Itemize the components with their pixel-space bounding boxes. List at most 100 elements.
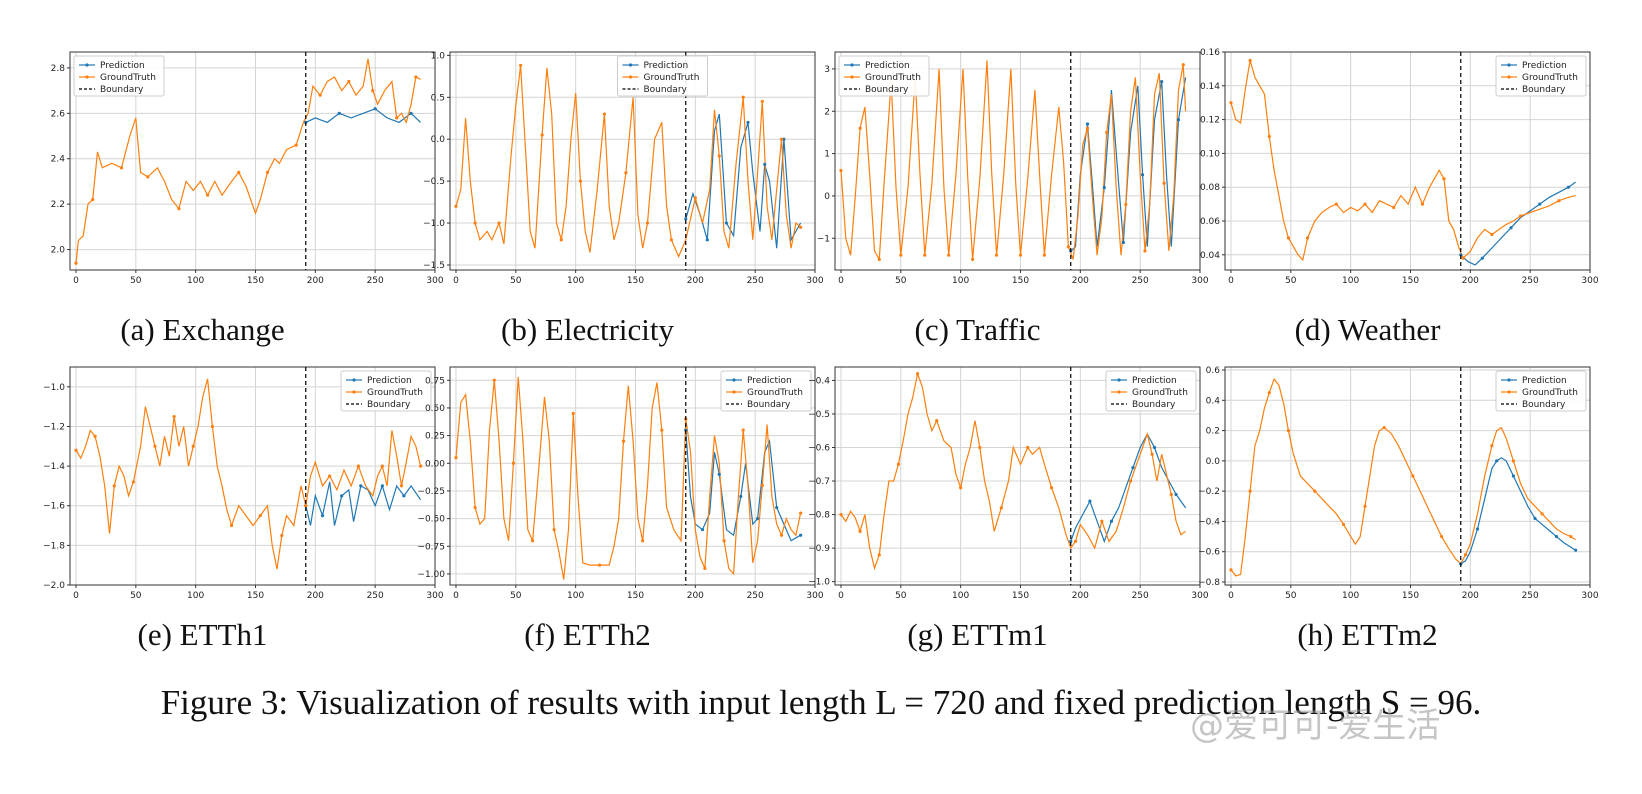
prediction-point	[1538, 202, 1542, 206]
groundtruth-point	[131, 480, 136, 484]
groundtruth-line	[455, 376, 802, 580]
groundtruth-point	[1085, 126, 1090, 130]
y-tick-label: −0.8	[1198, 578, 1220, 588]
groundtruth-point	[210, 424, 215, 429]
x-tick-label: 300	[1191, 276, 1208, 286]
y-tick-label: 0.06	[1200, 217, 1220, 227]
groundtruth-point	[899, 253, 903, 257]
groundtruth-line	[1230, 377, 1576, 577]
plot-frame	[69, 366, 436, 586]
groundtruth-point	[959, 486, 963, 490]
groundtruth-point	[896, 462, 901, 466]
legend-label: GroundTruth	[367, 388, 423, 398]
groundtruth-point	[206, 193, 210, 197]
y-tick-label: −1.0	[423, 219, 445, 229]
chart-etth1: 0 50 100 150 200 250 300 −2.0 −1.8 −1.6 −1.4 −1.2 −1…	[40, 355, 445, 615]
chart-ettm1: 0 50 100 150 200 250 300 −1.0 −0.9 −0.8 −0.7 −0.6 −0…	[805, 355, 1210, 615]
legend-box	[617, 55, 708, 97]
legend: Prediction GroundTruth Boundary	[1495, 370, 1587, 412]
series-group	[1229, 58, 1576, 266]
x-tick-label: 300	[1191, 591, 1208, 601]
y-tick-label: −1.5	[423, 261, 445, 271]
legend-label: Boundary	[367, 400, 411, 410]
groundtruth-point	[641, 539, 645, 543]
groundtruth-point	[318, 93, 322, 97]
x-tick-label: 300	[1581, 591, 1598, 601]
chart-traffic-svg: 0 50 100 150 200 250 300 −1 0 1 2 3 Prediction Ground…	[817, 51, 1209, 286]
legend-label: Prediction	[367, 376, 412, 386]
y-tick-label: 3	[824, 65, 830, 75]
prediction-point	[373, 107, 377, 111]
groundtruth-point	[760, 99, 764, 104]
x-tick-label: 200	[1072, 591, 1089, 601]
groundtruth-point	[540, 133, 544, 137]
x-tick-label: 150	[247, 591, 264, 601]
x-tick-label: 150	[247, 276, 264, 286]
groundtruth-point	[177, 207, 181, 211]
groundtruth-point	[779, 533, 784, 537]
chart-electricity: 0 50 100 150 200 250 300 −1.5 −1.0 −0.5 0.0 0.5 1.0 P…	[420, 40, 825, 300]
legend-label: Prediction	[1522, 61, 1567, 71]
caption-weather: (d) Weather	[1294, 312, 1441, 347]
y-tick-label: −0.8	[808, 511, 830, 521]
legend-label: Boundary	[865, 85, 909, 95]
y-tick-label: −0.5	[808, 410, 830, 420]
groundtruth-line	[840, 60, 1187, 262]
groundtruth-point	[304, 504, 308, 508]
groundtruth-point	[1382, 425, 1386, 430]
groundtruth-point	[1440, 534, 1444, 539]
y-tick-label: 0.5	[431, 93, 445, 103]
groundtruth-point	[1490, 232, 1494, 237]
legend: Prediction GroundTruth Boundary	[720, 370, 812, 412]
x-tick-label: 200	[1072, 276, 1089, 286]
y-tick-label: 2.6	[51, 109, 66, 119]
y-tick-label: 0.10	[1200, 149, 1220, 159]
groundtruth-point	[1557, 199, 1561, 203]
groundtruth-point	[473, 221, 477, 225]
groundtruth-point	[74, 261, 78, 265]
x-tick-label: 250	[1132, 276, 1149, 286]
prediction-line	[305, 108, 422, 124]
prediction-point	[1088, 499, 1092, 503]
legend-marker	[85, 63, 89, 67]
series-group	[454, 376, 803, 580]
prediction-point	[724, 221, 729, 225]
legend-label: Boundary	[1132, 400, 1176, 410]
chart-etth2: 0 50 100 150 200 250 300 −1.00 −0.75 −0.50 −0.25 0.…	[417, 355, 825, 615]
legend-label: Boundary	[747, 400, 791, 410]
prediction-point	[1574, 548, 1578, 552]
groundtruth-point	[799, 225, 803, 229]
groundtruth-point	[519, 63, 523, 68]
groundtruth-point	[1229, 101, 1233, 105]
groundtruth-point	[1050, 486, 1054, 490]
prediction-point	[1160, 80, 1164, 84]
groundtruth-point	[1162, 181, 1166, 185]
x-tick-label: 0	[838, 591, 844, 601]
legend-label: GroundTruth	[747, 388, 803, 398]
legend-label: Boundary	[100, 85, 144, 95]
groundtruth-point	[760, 483, 764, 488]
y-tick-label: −1.4	[43, 462, 65, 472]
groundtruth-point	[1124, 202, 1128, 206]
x-tick-label: 250	[747, 276, 764, 286]
legend-box	[340, 370, 432, 412]
groundtruth-point	[74, 448, 78, 452]
groundtruth-point	[356, 464, 361, 468]
groundtruth-point	[779, 137, 784, 141]
x-tick-label: 50	[130, 591, 142, 601]
figure-caption: Figure 3: Visualization of results with …	[160, 683, 1482, 722]
groundtruth-point	[1392, 205, 1396, 210]
x-tick-label: 300	[1581, 276, 1598, 286]
groundtruth-point	[578, 179, 583, 183]
prediction-point	[1152, 445, 1157, 450]
prediction-point	[1566, 185, 1571, 189]
x-tick-label: 100	[1342, 591, 1359, 601]
legend-marker	[850, 75, 854, 79]
prediction-point	[1131, 466, 1135, 470]
legend-box	[838, 55, 930, 97]
groundtruth-point	[146, 175, 150, 179]
chart-traffic: 0 50 100 150 200 250 300 −1 0 1 2 3 Prediction Ground…	[805, 40, 1210, 300]
x-tick-label: 0	[73, 591, 79, 601]
series-group	[74, 378, 423, 570]
groundtruth-point	[1026, 445, 1030, 450]
